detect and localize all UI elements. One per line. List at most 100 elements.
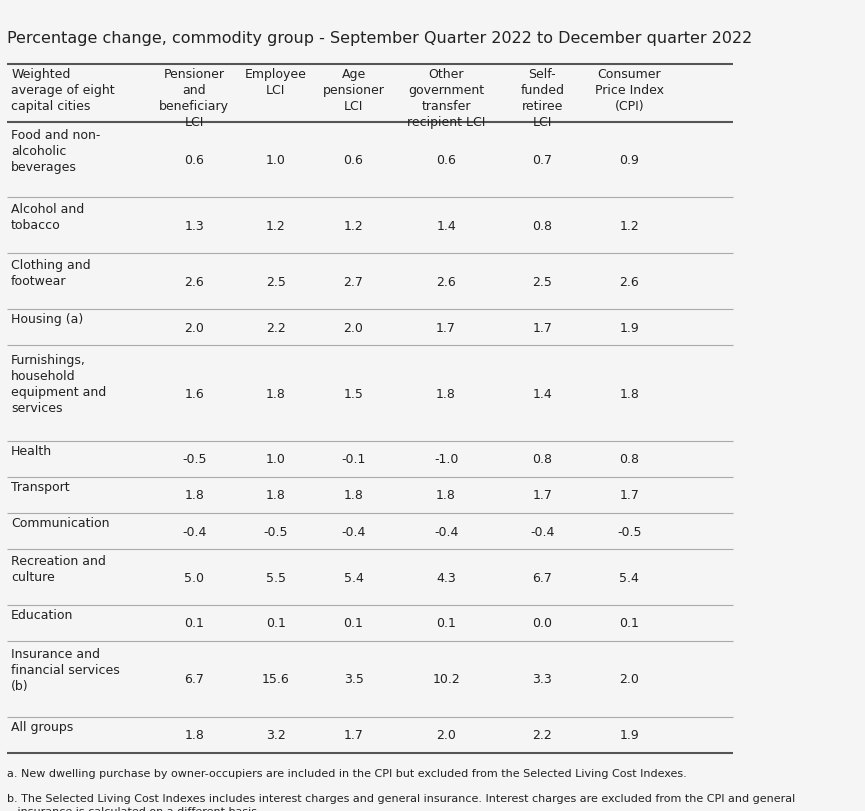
Text: Recreation and
culture: Recreation and culture bbox=[11, 554, 106, 583]
Text: 1.9: 1.9 bbox=[619, 728, 639, 741]
Text: Clothing and
footwear: Clothing and footwear bbox=[11, 259, 91, 287]
Text: 1.8: 1.8 bbox=[266, 387, 285, 400]
Text: -1.0: -1.0 bbox=[434, 453, 458, 466]
Text: Percentage change, commodity group - September Quarter 2022 to December quarter : Percentage change, commodity group - Sep… bbox=[8, 31, 753, 45]
Text: 1.8: 1.8 bbox=[266, 489, 285, 502]
Text: 6.7: 6.7 bbox=[533, 571, 552, 584]
Text: 1.3: 1.3 bbox=[184, 220, 204, 233]
Bar bbox=[8, 441, 733, 478]
Text: -0.4: -0.4 bbox=[183, 525, 207, 538]
Text: 2.7: 2.7 bbox=[343, 276, 363, 289]
Text: Furnishings,
household
equipment and
services: Furnishings, household equipment and ser… bbox=[11, 354, 106, 414]
Text: b. The Selected Living Cost Indexes includes interest charges and general insura: b. The Selected Living Cost Indexes incl… bbox=[8, 792, 796, 811]
Text: 3.5: 3.5 bbox=[343, 672, 363, 685]
Bar bbox=[8, 642, 733, 717]
Text: 1.2: 1.2 bbox=[619, 220, 639, 233]
Text: 2.5: 2.5 bbox=[533, 276, 552, 289]
Text: 3.3: 3.3 bbox=[533, 672, 552, 685]
Text: 5.0: 5.0 bbox=[184, 571, 204, 584]
Text: 0.6: 0.6 bbox=[436, 154, 456, 167]
Text: Insurance and
financial services
(b): Insurance and financial services (b) bbox=[11, 647, 120, 693]
Text: 1.0: 1.0 bbox=[266, 154, 285, 167]
Text: 0.1: 0.1 bbox=[619, 616, 639, 629]
Text: 6.7: 6.7 bbox=[184, 672, 204, 685]
Text: 1.7: 1.7 bbox=[619, 489, 639, 502]
Text: Alcohol and
tobacco: Alcohol and tobacco bbox=[11, 203, 85, 232]
Bar bbox=[8, 310, 733, 346]
Text: 1.8: 1.8 bbox=[436, 387, 456, 400]
Text: 3.2: 3.2 bbox=[266, 728, 285, 741]
Bar bbox=[8, 513, 733, 549]
Text: 2.6: 2.6 bbox=[184, 276, 204, 289]
Text: 0.9: 0.9 bbox=[619, 154, 639, 167]
Text: Communication: Communication bbox=[11, 517, 110, 530]
Text: 1.8: 1.8 bbox=[184, 728, 204, 741]
Text: Other
government
transfer
recipient LCI: Other government transfer recipient LCI bbox=[407, 68, 485, 129]
Text: 0.0: 0.0 bbox=[532, 616, 553, 629]
Text: All groups: All groups bbox=[11, 719, 74, 732]
Text: Consumer
Price Index
(CPI): Consumer Price Index (CPI) bbox=[595, 68, 663, 113]
Text: 2.0: 2.0 bbox=[436, 728, 456, 741]
Text: 0.1: 0.1 bbox=[343, 616, 363, 629]
Text: 2.2: 2.2 bbox=[266, 321, 285, 334]
Text: 0.1: 0.1 bbox=[436, 616, 456, 629]
Text: Weighted
average of eight
capital cities: Weighted average of eight capital cities bbox=[11, 68, 115, 113]
Text: 1.8: 1.8 bbox=[619, 387, 639, 400]
Text: 1.7: 1.7 bbox=[343, 728, 363, 741]
Text: -0.5: -0.5 bbox=[264, 525, 288, 538]
Text: -0.1: -0.1 bbox=[342, 453, 366, 466]
Text: 0.8: 0.8 bbox=[532, 453, 553, 466]
Text: 1.7: 1.7 bbox=[533, 489, 552, 502]
Text: -0.5: -0.5 bbox=[617, 525, 642, 538]
Text: -0.4: -0.4 bbox=[342, 525, 366, 538]
Bar bbox=[8, 605, 733, 642]
Text: 2.2: 2.2 bbox=[533, 728, 552, 741]
Text: Housing (a): Housing (a) bbox=[11, 313, 83, 326]
Text: 2.6: 2.6 bbox=[436, 276, 456, 289]
Text: 4.3: 4.3 bbox=[436, 571, 456, 584]
Bar bbox=[8, 478, 733, 513]
Text: 1.2: 1.2 bbox=[266, 220, 285, 233]
Text: -0.4: -0.4 bbox=[530, 525, 554, 538]
Bar bbox=[8, 122, 733, 198]
Text: a. New dwelling purchase by owner-occupiers are included in the CPI but excluded: a. New dwelling purchase by owner-occupi… bbox=[8, 768, 687, 779]
Text: Pensioner
and
beneficiary
LCI: Pensioner and beneficiary LCI bbox=[159, 68, 229, 129]
Text: 1.7: 1.7 bbox=[436, 321, 456, 334]
Text: Education: Education bbox=[11, 608, 74, 621]
Text: 1.9: 1.9 bbox=[619, 321, 639, 334]
Bar bbox=[8, 198, 733, 254]
Bar bbox=[8, 717, 733, 753]
Text: 0.1: 0.1 bbox=[266, 616, 285, 629]
Text: 0.8: 0.8 bbox=[619, 453, 639, 466]
Text: 1.8: 1.8 bbox=[343, 489, 363, 502]
Text: 2.0: 2.0 bbox=[343, 321, 363, 334]
Bar bbox=[8, 65, 733, 122]
Text: 0.7: 0.7 bbox=[532, 154, 553, 167]
Text: 0.1: 0.1 bbox=[184, 616, 204, 629]
Text: 2.5: 2.5 bbox=[266, 276, 285, 289]
Text: 1.2: 1.2 bbox=[343, 220, 363, 233]
Bar bbox=[8, 254, 733, 310]
Text: 0.6: 0.6 bbox=[343, 154, 363, 167]
Text: 2.6: 2.6 bbox=[619, 276, 639, 289]
Text: 0.6: 0.6 bbox=[184, 154, 204, 167]
Text: Transport: Transport bbox=[11, 480, 70, 493]
Text: 1.4: 1.4 bbox=[436, 220, 456, 233]
Bar bbox=[8, 549, 733, 605]
Text: 2.0: 2.0 bbox=[619, 672, 639, 685]
Text: 2.0: 2.0 bbox=[184, 321, 204, 334]
Text: 1.8: 1.8 bbox=[436, 489, 456, 502]
Text: 0.8: 0.8 bbox=[532, 220, 553, 233]
Text: 5.5: 5.5 bbox=[266, 571, 285, 584]
Text: 1.5: 1.5 bbox=[343, 387, 363, 400]
Text: 10.2: 10.2 bbox=[432, 672, 460, 685]
Text: 5.4: 5.4 bbox=[343, 571, 363, 584]
Text: 1.7: 1.7 bbox=[533, 321, 552, 334]
Text: -0.5: -0.5 bbox=[183, 453, 207, 466]
Text: 15.6: 15.6 bbox=[262, 672, 290, 685]
Text: Employee
LCI: Employee LCI bbox=[245, 68, 307, 97]
Text: Self-
funded
retiree
LCI: Self- funded retiree LCI bbox=[521, 68, 564, 129]
Text: Health: Health bbox=[11, 444, 52, 457]
Text: Food and non-
alcoholic
beverages: Food and non- alcoholic beverages bbox=[11, 129, 100, 174]
Text: 1.6: 1.6 bbox=[184, 387, 204, 400]
